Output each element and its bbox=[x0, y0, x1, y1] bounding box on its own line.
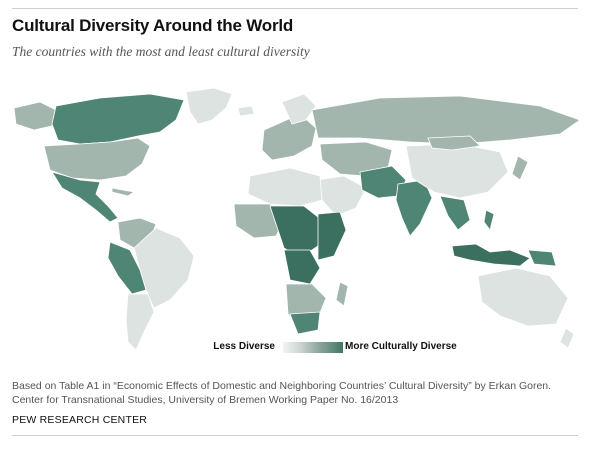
region-philippines bbox=[483, 209, 495, 231]
region-russia bbox=[311, 95, 581, 145]
bottom-rule bbox=[12, 435, 578, 436]
source-note: Based on Table A1 in “Economic Effects o… bbox=[12, 379, 551, 407]
region-north-africa bbox=[247, 167, 323, 207]
region-argentina bbox=[125, 293, 155, 351]
source-credit: PEW RESEARCH CENTER bbox=[12, 414, 148, 426]
source-note-line-1: Based on Table A1 in “Economic Effects o… bbox=[12, 380, 552, 392]
region-congo bbox=[283, 249, 321, 285]
legend-high-label: More Culturally Diverse bbox=[345, 341, 457, 352]
legend-gradient-bar bbox=[283, 342, 343, 353]
region-indonesia bbox=[451, 243, 531, 267]
region-iceland bbox=[237, 105, 255, 117]
legend-low-label: Less Diverse bbox=[213, 341, 275, 352]
region-east-africa bbox=[317, 211, 347, 261]
region-europe bbox=[261, 113, 317, 161]
region-greenland bbox=[185, 87, 233, 125]
top-rule bbox=[12, 8, 578, 9]
region-japan bbox=[511, 155, 529, 181]
chart-title: Cultural Diversity Around the World bbox=[12, 16, 294, 35]
region-mexico bbox=[51, 171, 119, 223]
region-usa bbox=[43, 137, 151, 181]
legend: Less Diverse More Culturally Diverse bbox=[0, 340, 599, 356]
region-scandinavia bbox=[281, 93, 317, 125]
source-note-line-2: Center for Transnational Studies, Univer… bbox=[12, 394, 399, 406]
region-papua bbox=[527, 249, 557, 267]
region-southeast-asia bbox=[439, 195, 471, 231]
region-arabia bbox=[315, 175, 367, 217]
region-mongolia bbox=[427, 135, 481, 151]
region-south-africa bbox=[289, 311, 321, 335]
region-australia bbox=[477, 267, 569, 327]
region-madagascar bbox=[335, 281, 349, 307]
region-peru bbox=[107, 241, 147, 295]
region-caribbean bbox=[111, 187, 136, 197]
region-alaska bbox=[13, 101, 57, 131]
chart-subtitle: The countries with the most and least cu… bbox=[12, 44, 310, 59]
world-map bbox=[13, 87, 581, 351]
region-india bbox=[395, 179, 433, 237]
region-canada bbox=[51, 93, 185, 145]
region-new-zealand bbox=[559, 327, 575, 349]
region-west-africa bbox=[233, 203, 285, 239]
